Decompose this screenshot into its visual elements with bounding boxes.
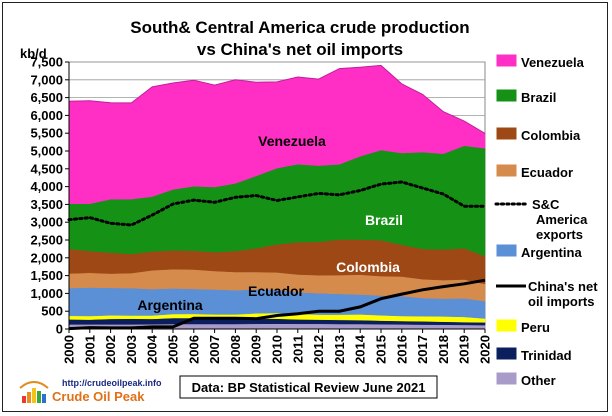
area-label-brazil: Brazil: [365, 212, 403, 228]
legend-swatch: [496, 89, 517, 102]
area-label-venezuela: Venezuela: [258, 133, 326, 149]
y-tick-labels: 0 500 1,000 1,500 2,000 2,500 3,000 3,500 4,000 4…: [30, 55, 69, 337]
x-tick-label: 2019: [457, 335, 472, 364]
legend-label: Venezuela: [521, 55, 585, 70]
legend-label: Other: [521, 373, 556, 388]
x-tick-label: 2004: [145, 334, 160, 364]
legend-swatch: [496, 347, 517, 360]
source-note-text: Data: BP Statistical Review June 2021: [192, 380, 426, 395]
x-tick-label: 2012: [311, 335, 326, 364]
x-tick-label: 2016: [394, 335, 409, 364]
x-tick-labels: 2000 2001 2002 2003 2004 2005 2006 2007 2008 2009…: [62, 329, 493, 364]
legend-label: Brazil: [521, 90, 556, 105]
chart-title-line2: vs China's net oil imports: [197, 40, 403, 59]
x-tick-label: 2014: [353, 334, 368, 364]
x-tick-label: 2000: [62, 335, 77, 364]
y-tick-label: 3,000: [30, 215, 63, 230]
x-tick-label: 2003: [124, 335, 139, 364]
y-tick-label: 4,500: [30, 161, 63, 176]
legend-label: S&C: [532, 197, 560, 212]
legend-swatch: [496, 164, 517, 177]
legend-swatch: [496, 127, 517, 140]
y-tick-label: 1,000: [30, 286, 63, 301]
legend-label: Trinidad: [521, 348, 572, 363]
y-tick-label: 0: [56, 322, 63, 337]
legend-item-trinidad: Trinidad: [496, 347, 572, 363]
y-tick-label: 7,000: [30, 72, 63, 87]
line-china-s-net-oil-imports: [68, 278, 486, 331]
x-tick-label: 2002: [103, 335, 118, 364]
legend-swatch: [496, 54, 517, 67]
y-tick-label: 500: [41, 304, 63, 319]
legend-label: America: [536, 212, 588, 227]
legend-label: Argentina: [521, 245, 582, 260]
logo-bar: [27, 392, 31, 403]
legend-item-ecuador: Ecuador: [496, 164, 573, 180]
x-tick-label: 2008: [228, 335, 243, 364]
logo-bar: [32, 388, 36, 403]
legend-item-colombia: Colombia: [496, 127, 581, 143]
x-tick-label: 2006: [186, 335, 201, 364]
legend-item-argentina: Argentina: [496, 244, 582, 260]
x-tick-label: 2010: [270, 335, 285, 364]
y-tick-label: 7,500: [30, 55, 63, 70]
legend-label: Peru: [521, 320, 550, 335]
legend-item-other: Other: [496, 372, 556, 388]
x-tick-label: 2005: [166, 335, 181, 364]
logo-arc: [19, 381, 49, 389]
area-label-argentina: Argentina: [137, 297, 203, 313]
y-tick-label: 5,500: [30, 126, 63, 141]
x-tick-label: 2009: [249, 335, 264, 364]
line-s-c-america-exports: [67, 180, 487, 227]
logo-bar: [42, 394, 46, 403]
x-tick-label: 2013: [332, 335, 347, 364]
logo-url: http://crudeoilpeak.info: [62, 378, 162, 388]
legend-swatch: [496, 319, 517, 332]
x-tick-label: 2020: [478, 335, 493, 364]
legend-item-venezuela: Venezuela: [496, 54, 585, 70]
y-tick-label: 1,500: [30, 268, 63, 283]
x-tick-label: 2017: [415, 335, 430, 364]
chart-title-line1: South& Central America crude production: [130, 18, 469, 37]
y-tick-label: 3,500: [30, 197, 63, 212]
legend-swatch: [496, 372, 517, 385]
legend-label: Ecuador: [521, 165, 573, 180]
x-tick-label: 2001: [82, 335, 97, 364]
legend: Venezuela Brazil Colombia Ecuador S&CAmerica…: [494, 54, 598, 388]
area-label-colombia: Colombia: [336, 259, 400, 275]
y-tick-label: 5,000: [30, 144, 63, 159]
x-tick-label: 2007: [207, 335, 222, 364]
legend-swatch: [496, 244, 517, 257]
x-tick-label: 2011: [290, 335, 305, 363]
legend-label: Colombia: [521, 128, 581, 143]
logo-bar: [37, 391, 41, 403]
x-tick-label: 2015: [374, 335, 389, 364]
area-label-ecuador: Ecuador: [248, 283, 305, 299]
legend-item-peru: Peru: [496, 319, 550, 335]
source-note: Data: BP Statistical Review June 2021: [179, 375, 438, 399]
logo-name: Crude Oil Peak: [52, 389, 145, 404]
legend-label: China's net: [528, 279, 598, 294]
legend-label: exports: [536, 227, 583, 242]
y-tick-label: 2,000: [30, 250, 63, 265]
legend-label: oil imports: [528, 294, 594, 309]
source-note-box: [179, 375, 438, 399]
total-outline: [68, 64, 486, 134]
y-tick-label: 6,500: [30, 90, 63, 105]
legend-item-brazil: Brazil: [496, 89, 556, 105]
x-tick-label: 2018: [436, 335, 451, 364]
y-tick-label: 2,500: [30, 233, 63, 248]
y-tick-label: 4,000: [30, 179, 63, 194]
y-axis-label: kb/d: [20, 46, 47, 61]
y-tick-label: 6,000: [30, 108, 63, 123]
logo-bar: [22, 396, 26, 403]
